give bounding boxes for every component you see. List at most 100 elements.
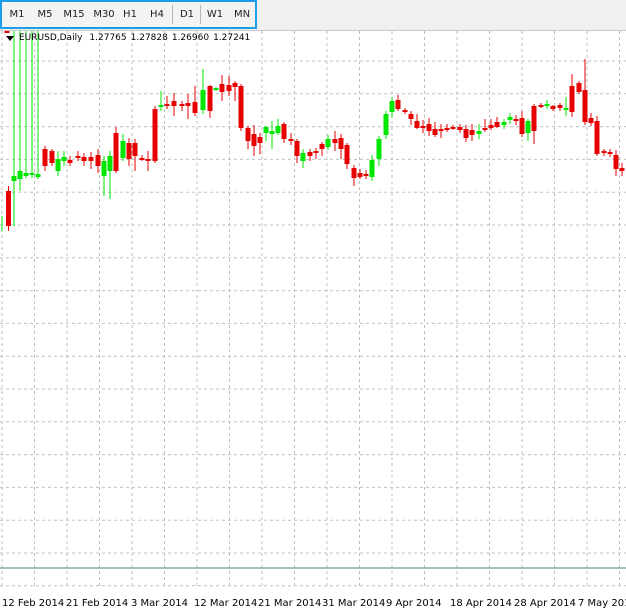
candle-body: [120, 141, 126, 158]
candle-body: [281, 124, 287, 139]
timeframe-mn-button[interactable]: MN: [233, 9, 251, 20]
candle-body: [61, 157, 67, 161]
candle-body: [185, 103, 191, 106]
candle-body: [275, 126, 281, 133]
candle-body: [101, 161, 107, 176]
candle-body: [588, 118, 594, 123]
candlestick-chart-canvas[interactable]: 12 Feb 2014 21 Feb 2014 3 Mar 2014 12 Mar 2…: [0, 31, 626, 613]
candle-body: [420, 126, 426, 128]
timeframe-m30-button[interactable]: M30: [93, 9, 115, 20]
candle-body: [488, 125, 494, 128]
candle-body: [607, 152, 613, 154]
candle-body: [300, 153, 306, 161]
candle-body: [383, 114, 389, 135]
candle-body: [245, 128, 251, 141]
candle-body: [207, 86, 213, 111]
candle-body: [513, 119, 519, 121]
candle-body: [164, 104, 170, 106]
candle-body: [192, 102, 198, 113]
candle-body: [88, 157, 94, 161]
candle-body: [29, 173, 35, 175]
candle-body: [582, 90, 588, 122]
candle-body: [257, 137, 263, 143]
candle-body: [75, 156, 81, 158]
candle-body: [432, 129, 438, 135]
candle-body: [200, 90, 206, 110]
candle-body: [507, 117, 513, 120]
timeframe-m5-button[interactable]: M5: [37, 9, 53, 20]
candle-body: [619, 168, 625, 171]
candle-body: [469, 130, 475, 135]
candle-body: [450, 127, 456, 129]
candle-body: [363, 174, 369, 176]
candle-body: [332, 139, 338, 143]
toolbar-separator: [172, 5, 173, 24]
timeframe-h1-button[interactable]: H1: [123, 9, 137, 20]
date-axis: 12 Feb 2014 21 Feb 2014 3 Mar 2014 12 Mar 2…: [2, 598, 626, 609]
candle-body: [213, 88, 219, 90]
price-chart[interactable]: 12 Feb 2014 21 Feb 2014 3 Mar 2014 12 Mar 2…: [0, 31, 626, 613]
collapse-triangle-icon[interactable]: [6, 35, 14, 41]
candle-body: [23, 173, 29, 176]
candle-body: [444, 128, 450, 130]
candle-body: [288, 139, 294, 141]
candle-body: [126, 143, 132, 159]
candle-body: [438, 129, 444, 131]
candle-body: [550, 106, 556, 109]
candle-body: [179, 104, 185, 106]
candle-body: [369, 160, 375, 177]
candle-body: [357, 173, 363, 177]
candle-body: [594, 121, 600, 154]
candle-body: [457, 127, 463, 130]
timeframe-toolbar: M1 M5 M15 M30 H1 H4 D1 W1 MN: [0, 0, 626, 31]
close-price: 1.27241: [213, 33, 251, 43]
candle-body: [95, 155, 101, 166]
candle-body: [408, 114, 414, 119]
candle-body: [307, 152, 313, 156]
date-axis-label: 7 May 2014: [578, 598, 626, 609]
timeframe-d1-button[interactable]: D1: [179, 9, 195, 20]
candle-body: [531, 106, 537, 131]
date-axis-label: 3 Mar 2014: [131, 598, 188, 609]
candle-body: [319, 144, 325, 149]
candle-body: [426, 124, 432, 131]
candle-body: [152, 109, 158, 161]
candle-body: [519, 118, 525, 134]
candle-body: [389, 101, 395, 112]
date-axis-label: 28 Apr 2014: [514, 598, 576, 609]
candle-body: [414, 121, 420, 128]
date-axis-label: 21 Mar 2014: [258, 598, 321, 609]
timeframe-m1-button[interactable]: M1: [9, 9, 25, 20]
candle-body: [563, 108, 569, 110]
candle-body: [325, 139, 331, 147]
candle-body: [402, 110, 408, 112]
candle-body: [482, 128, 488, 130]
candle-body: [313, 151, 319, 153]
candle-body: [544, 104, 550, 106]
candle-body: [344, 145, 350, 164]
timeframe-button-group: M1 M5 M15 M30 H1 H4 D1 W1 MN: [0, 0, 257, 29]
candle-body: [269, 131, 275, 134]
candle-body: [226, 85, 232, 91]
candle-body: [525, 121, 531, 133]
candle-body: [476, 131, 482, 134]
candle-body: [576, 83, 582, 92]
candle-body: [538, 105, 544, 107]
candle-body: [351, 168, 357, 178]
candle-body: [81, 157, 87, 161]
candle-body: [42, 149, 48, 166]
candle-body: [11, 176, 17, 181]
candle-body: [17, 171, 23, 179]
date-axis-label: 21 Feb 2014: [66, 598, 128, 609]
candle-body: [145, 159, 151, 161]
candle-body: [376, 139, 382, 159]
timeframe-m15-button[interactable]: M15: [63, 9, 85, 20]
timeframe-w1-button[interactable]: W1: [206, 9, 224, 20]
candle-body: [238, 86, 244, 128]
date-axis-label: 18 Apr 2014: [450, 598, 512, 609]
timeframe-h4-button[interactable]: H4: [150, 9, 164, 20]
candle-body: [263, 127, 269, 133]
candle-body: [49, 151, 55, 163]
candle-body: [601, 151, 607, 153]
candle-body: [35, 174, 41, 177]
